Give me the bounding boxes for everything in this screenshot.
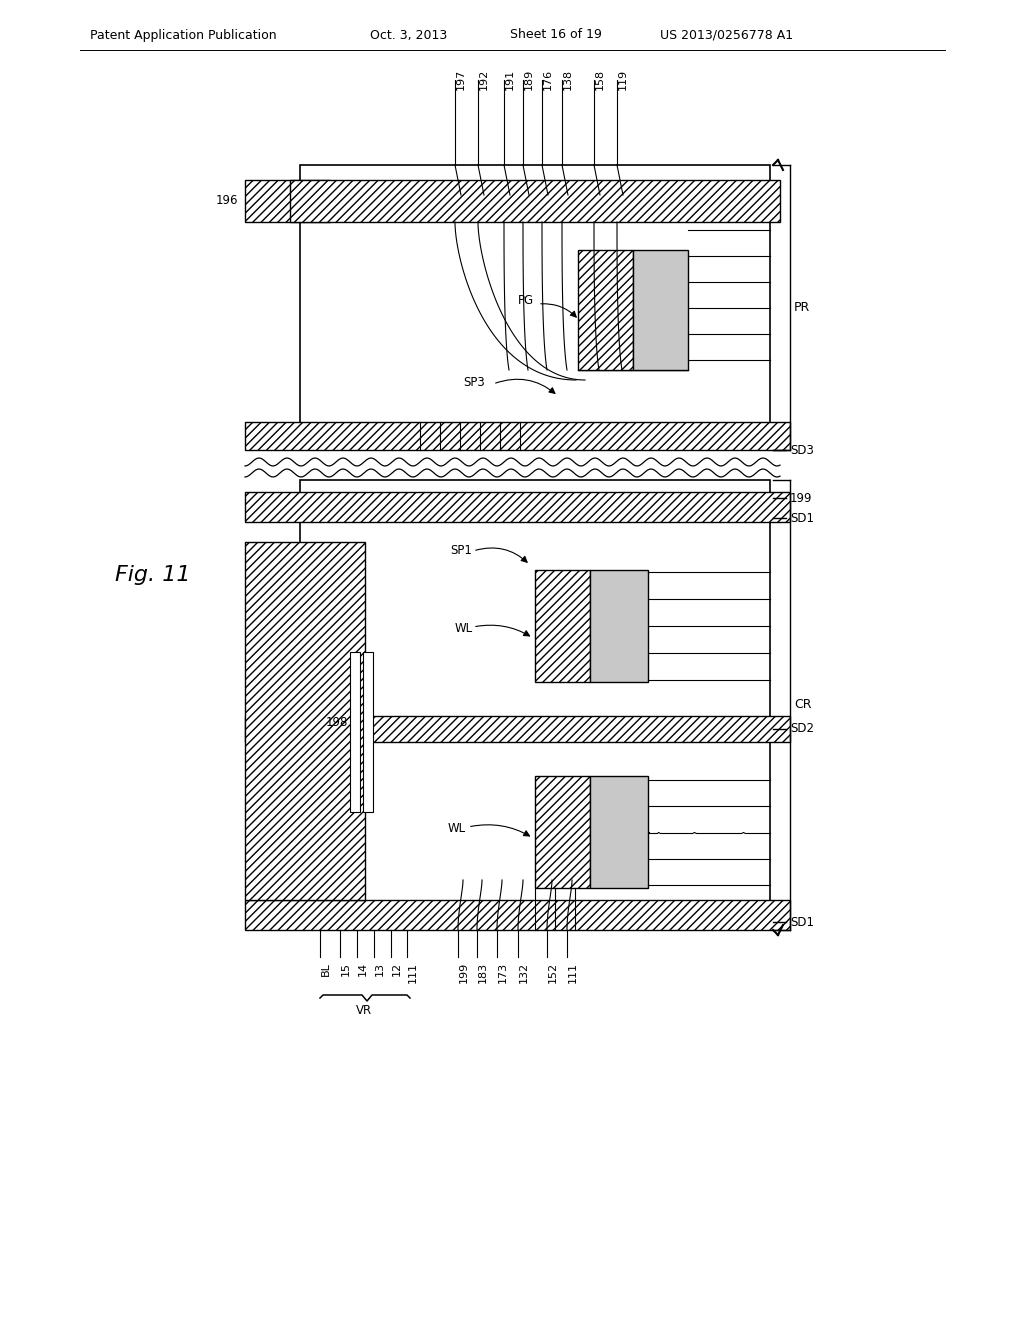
Text: SD1: SD1 bbox=[790, 511, 814, 524]
Bar bbox=[245, 422, 790, 450]
Bar bbox=[290, 180, 780, 222]
Text: 132: 132 bbox=[519, 962, 529, 983]
Text: SP3: SP3 bbox=[463, 375, 484, 388]
Bar bbox=[590, 570, 648, 682]
Text: SD3: SD3 bbox=[790, 444, 814, 457]
Bar bbox=[578, 249, 633, 370]
Text: SD2: SD2 bbox=[790, 722, 814, 735]
Text: 111: 111 bbox=[408, 962, 418, 983]
Bar bbox=[633, 249, 688, 370]
Text: Patent Application Publication: Patent Application Publication bbox=[90, 29, 276, 41]
Text: 152: 152 bbox=[548, 962, 558, 983]
Text: 111: 111 bbox=[568, 962, 578, 983]
Bar bbox=[535, 776, 590, 888]
Text: VR: VR bbox=[356, 1003, 372, 1016]
Text: WL: WL bbox=[455, 622, 473, 635]
Text: PR: PR bbox=[794, 301, 810, 314]
Text: 198: 198 bbox=[326, 715, 348, 729]
Text: 176: 176 bbox=[543, 69, 553, 90]
Text: 191: 191 bbox=[505, 69, 515, 90]
Bar bbox=[300, 480, 770, 931]
Text: PG: PG bbox=[518, 293, 535, 306]
Text: Fig. 11: Fig. 11 bbox=[115, 565, 190, 585]
Text: 173: 173 bbox=[498, 962, 508, 983]
Text: 196: 196 bbox=[215, 194, 238, 207]
Text: 158: 158 bbox=[595, 69, 605, 90]
Bar bbox=[245, 492, 790, 521]
Bar bbox=[245, 715, 790, 742]
Bar bbox=[245, 543, 365, 900]
Bar bbox=[590, 776, 648, 888]
Text: 192: 192 bbox=[479, 69, 489, 90]
Text: SP1: SP1 bbox=[450, 544, 472, 557]
Text: 119: 119 bbox=[618, 69, 628, 90]
Text: 13: 13 bbox=[375, 962, 385, 975]
Bar bbox=[362, 652, 373, 812]
Text: 14: 14 bbox=[358, 962, 368, 975]
Text: 197: 197 bbox=[456, 69, 466, 90]
Bar bbox=[245, 900, 790, 931]
Text: US 2013/0256778 A1: US 2013/0256778 A1 bbox=[660, 29, 794, 41]
Bar bbox=[245, 180, 330, 222]
Text: 199: 199 bbox=[790, 491, 812, 504]
Text: 138: 138 bbox=[563, 69, 573, 90]
Bar bbox=[535, 570, 590, 682]
Text: Sheet 16 of 19: Sheet 16 of 19 bbox=[510, 29, 602, 41]
Text: CR: CR bbox=[794, 698, 811, 711]
Text: 12: 12 bbox=[392, 962, 402, 975]
Bar bbox=[350, 652, 360, 812]
Text: SD1: SD1 bbox=[790, 916, 814, 928]
Text: Oct. 3, 2013: Oct. 3, 2013 bbox=[370, 29, 447, 41]
Text: 199: 199 bbox=[459, 962, 469, 983]
Text: WL: WL bbox=[449, 821, 466, 834]
Text: 183: 183 bbox=[478, 962, 488, 983]
Text: BL: BL bbox=[321, 962, 331, 975]
Text: 189: 189 bbox=[524, 69, 534, 90]
Text: 15: 15 bbox=[341, 962, 351, 975]
Bar bbox=[300, 165, 770, 450]
